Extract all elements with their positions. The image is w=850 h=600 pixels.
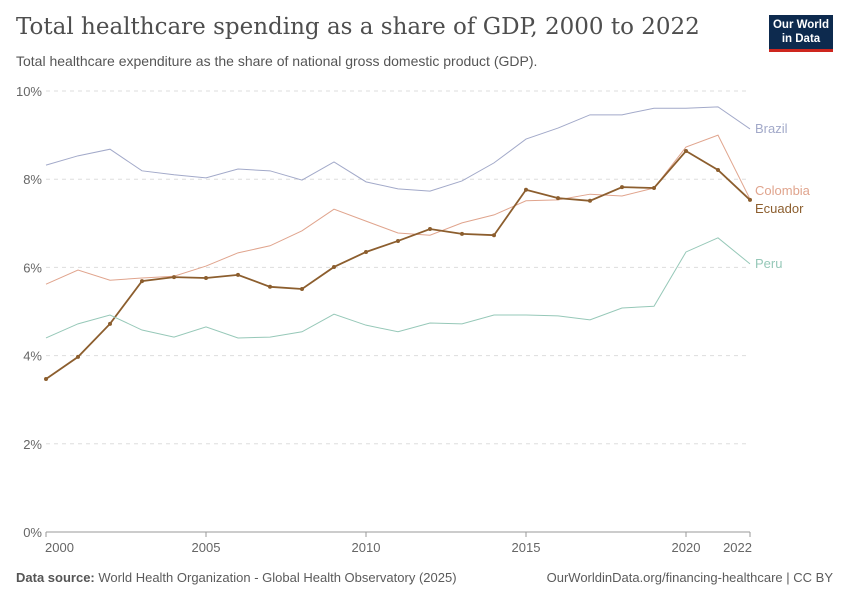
- data-point: [364, 249, 368, 254]
- data-point: [172, 275, 176, 280]
- data-point: [460, 231, 464, 236]
- chart-subtitle: Total healthcare expenditure as the shar…: [16, 53, 538, 69]
- data-point: [684, 148, 688, 153]
- data-source: Data source: World Health Organization -…: [16, 570, 457, 585]
- data-point: [524, 187, 528, 192]
- series-line-peru: [45, 237, 751, 339]
- data-point: [140, 279, 144, 284]
- y-tick-label: 2%: [23, 437, 42, 452]
- data-point: [108, 321, 112, 326]
- x-tick-label: 2010: [352, 540, 381, 555]
- y-tick-label: 10%: [16, 84, 42, 99]
- data-point: [652, 186, 656, 191]
- series-line-brazil: [45, 106, 751, 192]
- x-tick-label: 2022: [723, 540, 752, 555]
- series-label-colombia: Colombia: [755, 183, 811, 198]
- data-point: [556, 196, 560, 201]
- chart-title: Total healthcare spending as a share of …: [16, 14, 700, 40]
- data-point: [396, 238, 400, 243]
- y-tick-label: 0%: [23, 525, 42, 540]
- y-tick-label: 6%: [23, 260, 42, 275]
- source-text: World Health Organization - Global Healt…: [98, 570, 457, 585]
- y-tick-label: 4%: [23, 349, 42, 364]
- x-tick-label: 2015: [512, 540, 541, 555]
- data-point: [620, 185, 624, 190]
- y-tick-label: 8%: [23, 172, 42, 187]
- data-point: [332, 264, 336, 269]
- data-point: [44, 376, 48, 381]
- data-point: [588, 198, 592, 203]
- data-point: [204, 275, 208, 280]
- line-chart: 0% 2% 4% 6% 8% 10% 2000 2005 2010 2015 2020 2022 Bra…: [16, 84, 811, 555]
- series-line-ecuador: [45, 149, 751, 380]
- x-tick-label: 2005: [192, 540, 221, 555]
- series-label-brazil: Brazil: [755, 121, 788, 136]
- data-point: [236, 272, 240, 277]
- data-point: [748, 197, 752, 202]
- source-label: Data source:: [16, 570, 95, 585]
- series-line-colombia: [45, 134, 751, 285]
- data-point: [76, 354, 80, 359]
- x-tick-label: 2020: [672, 540, 701, 555]
- owid-logo[interactable]: Our World in Data: [769, 15, 833, 52]
- data-point: [492, 233, 496, 238]
- data-point: [716, 167, 720, 172]
- data-point: [268, 284, 272, 289]
- data-point: [428, 227, 432, 232]
- series-label-peru: Peru: [755, 256, 782, 271]
- x-tick-label: 2000: [45, 540, 74, 555]
- data-point: [300, 287, 304, 292]
- source-url[interactable]: OurWorldinData.org/financing-healthcare …: [546, 570, 833, 585]
- series-label-ecuador: Ecuador: [755, 201, 804, 216]
